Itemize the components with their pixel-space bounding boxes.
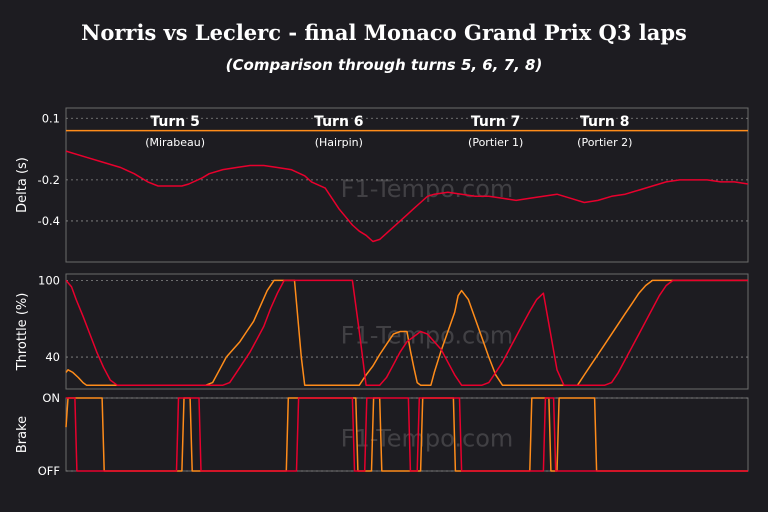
series-norris-line [65,279,748,386]
watermark: F1-Tempo.com [341,322,514,350]
watermark: F1-Tempo.com [341,175,514,203]
chart-subtitle: (Comparison through turns 5, 6, 7, 8) [226,56,543,74]
chart-title: Norris vs Leclerc - final Monaco Grand P… [81,20,687,45]
series-leclerc-line [65,150,749,243]
turn-name: Turn 8 [580,114,629,130]
watermark: F1-Tempo.com [341,425,514,453]
y-tick-label: OFF [38,464,60,478]
y-tick-label: 100 [38,273,60,287]
series-leclerc-line [65,279,748,386]
panel-3: ON OFF Brake F1-Tempo.com [15,391,749,478]
y-tick-label: -0.4 [38,214,60,228]
series-leclerc-line [66,397,748,472]
turn-name: Turn 6 [314,114,363,130]
y-tick-label: -0.2 [38,173,60,187]
turn-corner-label: (Portier 1) [468,136,523,149]
turn-corner-label: (Portier 2) [577,136,632,149]
y-axis-label: Throttle (%) [15,293,30,372]
panel-frame [65,273,749,390]
panel-1: 0.1 -0.2 -0.4 Delta (s) F1-Tempo.com Turn 5 (M… [15,107,749,263]
y-axis-label: Delta (s) [15,157,30,213]
panel-frame [65,107,749,263]
y-tick-label: ON [42,391,60,405]
chart-panels: 0.1 -0.2 -0.4 Delta (s) F1-Tempo.com Turn 5 (M… [15,107,749,478]
panel-2: 100 40 Throttle (%) F1-Tempo.com [15,273,749,390]
turn-name: Turn 7 [471,114,520,130]
y-axis-label: Brake [15,416,30,453]
y-tick-label: 40 [45,350,60,364]
turn-corner-label: (Hairpin) [315,136,363,149]
turn-name: Turn 5 [150,114,199,130]
y-tick-label: 0.1 [42,111,60,125]
turn-corner-label: (Mirabeau) [145,136,205,149]
